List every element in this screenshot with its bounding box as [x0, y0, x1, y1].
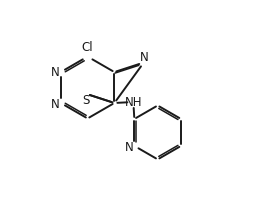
Text: NH: NH — [125, 95, 142, 108]
Text: N: N — [51, 66, 60, 79]
Text: Cl: Cl — [82, 41, 93, 54]
Text: N: N — [51, 97, 60, 110]
Text: N: N — [124, 140, 133, 153]
Text: N: N — [140, 51, 149, 64]
Text: S: S — [82, 93, 89, 106]
